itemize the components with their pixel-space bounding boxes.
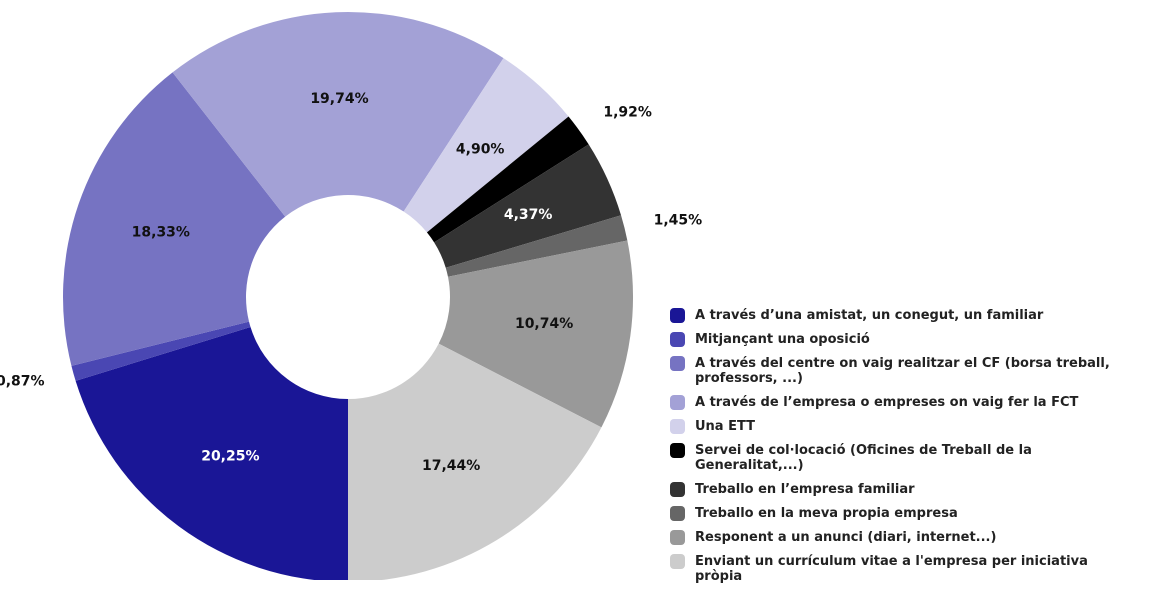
legend-swatch [670,308,685,323]
legend-swatch [670,395,685,410]
data-label: 17,44% [422,458,480,474]
legend-label: A través d’una amistat, un conegut, un f… [695,308,1044,323]
legend-item: Servei de col·locació (Oficines de Treba… [670,443,1160,473]
legend-swatch [670,530,685,545]
slice [445,215,628,277]
legend-swatch [670,443,685,458]
legend-swatch [670,554,685,569]
slice [426,116,589,243]
legend-swatch [670,332,685,347]
legend-swatch [670,482,685,497]
legend-item: Treballo en la meva propia empresa [670,506,1160,521]
page: {"chart_data": {"type": "donut", "catego… [0,11,1110,584]
slice [71,321,251,381]
legend-label: Una ETT [695,419,756,434]
legend-item: Mitjançant una oposició [670,332,1160,347]
legend-item: Una ETT [670,419,1160,434]
slice [434,144,622,268]
slice [62,72,286,366]
legend-swatch [670,506,685,521]
legend-swatch [670,419,685,434]
slice [403,58,569,233]
slice [348,343,602,580]
legend: A través d’una amistat, un conegut, un f… [670,308,1160,593]
legend-label: Mitjançant una oposició [695,332,870,347]
slice [438,240,633,428]
legend-label: A través de l’empresa o empreses on vaig… [695,395,1079,410]
legend-label: Responent a un anunci (diari, internet..… [695,530,997,545]
data-label: 19,74% [310,91,368,107]
legend-item: A través del centre on vaig realitzar el… [670,356,1160,386]
data-label: 20,25% [201,448,259,464]
data-label: 1,92% [603,105,652,121]
data-label: 1,45% [654,213,703,229]
data-label: 18,33% [132,224,190,240]
legend-label: Treballo en l’empresa familiar [695,482,915,497]
legend-item: Responent a un anunci (diari, internet..… [670,530,1160,545]
data-label: 4,90% [456,142,505,158]
legend-swatch [670,356,685,371]
legend-label: Servei de col·locació (Oficines de Treba… [695,443,1032,473]
legend-label: A través del centre on vaig realitzar el… [695,356,1110,386]
data-label: 10,74% [515,316,573,332]
slice [172,11,504,217]
data-label: 0,87% [0,373,45,389]
legend-item: A través de l’empresa o empreses on vaig… [670,395,1160,410]
legend-label: Treballo en la meva propia empresa [695,506,958,521]
chart: 20,25% 0,87% 18,33% 19,74% 4,90% 1,92% 4,37% 1,… [0,11,703,580]
legend-item: Treballo en l’empresa familiar [670,482,1160,497]
slice [75,327,348,580]
legend-item: A través d’una amistat, un conegut, un f… [670,308,1160,323]
data-label: 4,37% [504,207,553,223]
